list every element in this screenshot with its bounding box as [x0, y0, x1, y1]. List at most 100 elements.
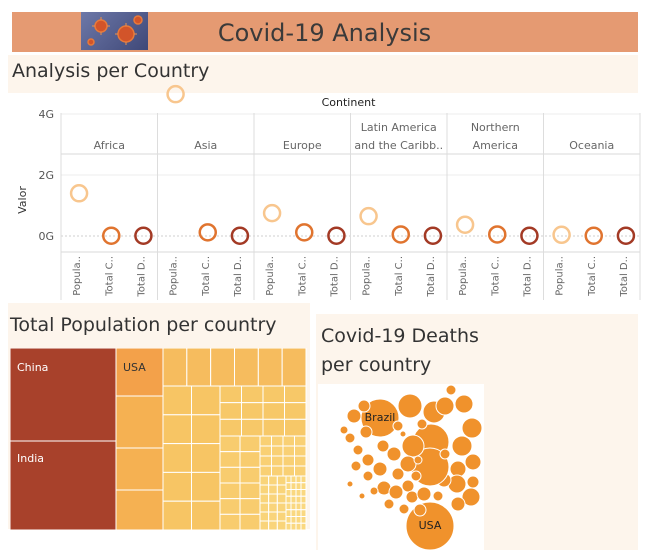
bubble — [350, 460, 362, 472]
data-point — [488, 225, 507, 244]
measure-label: Popula.. — [362, 256, 373, 296]
data-point — [166, 84, 185, 104]
continent-label: Asia — [194, 139, 217, 152]
measure-label: Popula.. — [72, 256, 83, 296]
data-point — [520, 226, 539, 245]
treemap-cell — [290, 475, 297, 484]
treemap-cell — [259, 511, 270, 522]
measure-label: Total C.. — [490, 256, 501, 297]
treemap-cell — [276, 502, 287, 513]
treemap-cell — [285, 475, 292, 484]
treemap-cell — [257, 348, 283, 387]
bubble — [388, 484, 404, 500]
treemap-cell — [295, 489, 302, 497]
y-tick-label: 4G — [38, 108, 54, 121]
treemap-cell — [259, 484, 270, 495]
bubble — [352, 444, 364, 456]
virus-image — [81, 12, 148, 50]
treemap-cell — [219, 513, 241, 530]
bubble — [450, 496, 466, 512]
treemap-cell — [259, 493, 270, 504]
bubble — [398, 503, 410, 515]
treemap-cell — [271, 455, 284, 467]
bubble — [413, 503, 427, 517]
bubble — [358, 492, 366, 500]
treemap-cell — [290, 482, 297, 490]
treemap-cell — [282, 455, 295, 467]
treemap-cell — [271, 435, 284, 447]
measure-label: Total D.. — [329, 256, 340, 298]
treemap-cell — [239, 498, 261, 515]
treemap-cell — [294, 455, 307, 467]
data-point — [327, 226, 346, 245]
treemap-cell — [295, 482, 302, 490]
bubble — [344, 432, 356, 444]
treemap-cell — [239, 466, 261, 484]
treemap-cell — [241, 402, 264, 420]
bubble-label-brazil: Brazil — [365, 411, 396, 424]
treemap-title: Total Population per country — [10, 314, 277, 336]
scatter-chart[interactable]: 4G 2G 0G Valor Africa Popula.. Total C.. Total … — [0, 0, 649, 300]
y-tick-label: 0G — [38, 230, 54, 243]
treemap-cell — [285, 489, 292, 497]
treemap-chart[interactable]: China India USA — [10, 348, 310, 530]
bubble — [410, 470, 422, 482]
treemap-cell — [239, 482, 261, 500]
y-axis-label: Valor — [16, 186, 29, 214]
treemap-cell — [295, 522, 302, 530]
treemap-cell — [186, 348, 212, 387]
treemap-cell — [284, 385, 307, 404]
measure-label: Popula.. — [265, 256, 276, 296]
treemap-cell — [259, 445, 272, 457]
treemap-cell — [115, 447, 164, 491]
measure-label: Total D.. — [522, 256, 533, 298]
treemap-cell — [219, 498, 241, 515]
treemap-cell-china — [10, 348, 117, 442]
treemap-cell — [115, 395, 164, 449]
bubble-chart[interactable]: Brazil USA — [318, 384, 484, 550]
treemap-cell — [241, 385, 264, 404]
measure-label: Total D.. — [233, 256, 244, 298]
treemap-cell — [239, 451, 261, 468]
treemap-cell — [219, 451, 241, 468]
continent-label: America — [473, 139, 518, 152]
treemap-cell — [290, 509, 297, 517]
measure-label: Popula.. — [555, 256, 566, 296]
bubble — [359, 425, 373, 439]
treemap-cell — [219, 418, 242, 437]
bubble — [383, 498, 395, 510]
treemap-cell — [295, 509, 302, 517]
bubble — [357, 399, 371, 413]
treemap-cell — [290, 502, 297, 511]
bubble — [386, 446, 402, 462]
treemap-cell — [300, 502, 307, 511]
treemap-cell — [219, 435, 241, 453]
treemap-cell — [285, 522, 292, 530]
measure-label: Total C.. — [297, 256, 308, 297]
continent-label: Africa — [94, 139, 125, 152]
treemap-cell — [290, 522, 297, 530]
bubble — [466, 475, 480, 489]
measure-label: Total D.. — [426, 256, 437, 298]
treemap-cell — [268, 502, 278, 513]
treemap-cell — [271, 445, 284, 457]
treemap-cell — [285, 516, 292, 524]
treemap-cell — [290, 495, 297, 504]
treemap-cell — [259, 502, 270, 513]
treemap-cell — [162, 443, 192, 473]
treemap-label-china: China — [17, 361, 48, 374]
treemap-cell — [300, 482, 307, 490]
treemap-cell — [300, 495, 307, 504]
data-point — [455, 215, 475, 234]
bubble-title-line-1: Covid-19 Deaths — [321, 325, 479, 347]
data-point — [584, 226, 603, 245]
measure-label: Popula.. — [169, 256, 180, 296]
data-point — [295, 223, 314, 242]
treemap-cell — [268, 520, 278, 530]
continent-header[interactable]: Continent — [321, 96, 376, 109]
treemap-cell — [300, 489, 307, 497]
bubble-title-line-2: per country — [321, 354, 432, 376]
bubble — [401, 434, 425, 458]
treemap-cell — [284, 402, 307, 420]
data-point — [552, 225, 571, 245]
